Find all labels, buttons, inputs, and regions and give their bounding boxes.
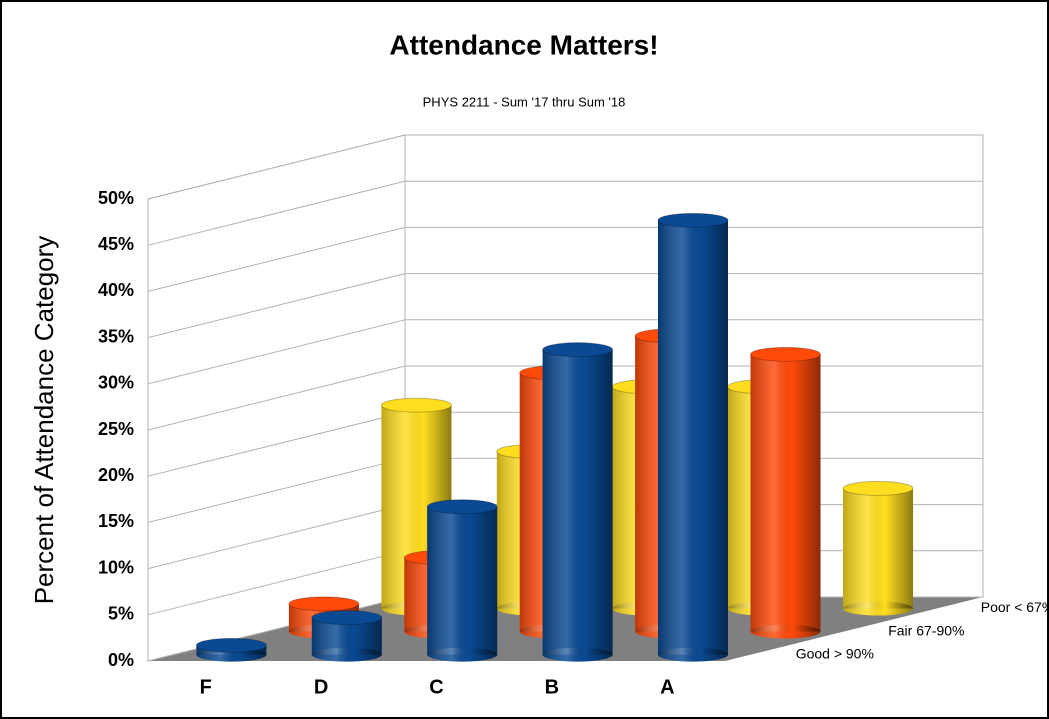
bar-shade [750,624,821,639]
bar-shade [843,601,914,616]
bar-shade [542,647,613,662]
cylinder-top [750,346,822,362]
grid-line [147,411,406,477]
grid-line [147,365,406,431]
y-tick-label: 20% [98,465,134,485]
grid-line [147,319,406,385]
grid-line [147,226,406,292]
cylinder-top [542,342,614,358]
bar-shade [427,647,498,662]
grid-line [147,504,406,570]
grid-line [147,550,406,616]
grid-line [147,134,406,200]
cylinder-top [657,212,729,228]
x-tick-label: F [200,676,212,698]
cylinder-top [380,397,452,413]
grid-line [147,273,406,339]
bar-shade [658,220,728,655]
bar-shade [750,354,821,632]
grid-line [147,180,406,246]
cylinder-top [195,637,267,653]
chart-subtitle: PHYS 2211 - Sum '17 thru Sum '18 [423,94,626,109]
x-tick-label: D [314,676,328,698]
y-tick-label: 50% [98,188,134,208]
y-tick-label: 15% [98,511,134,531]
y-tick-label: 25% [98,419,134,439]
chart-title: Attendance Matters! [389,29,658,60]
bar-shade [658,647,728,662]
cylinder-top [426,499,498,515]
y-tick-label: 0% [108,650,134,670]
legend-label: Poor < 67% [981,599,1049,615]
cylinder-top [311,610,383,626]
y-tick-label: 45% [98,234,134,254]
legend-label: Good > 90% [796,645,874,661]
x-tick-label: A [660,676,674,698]
grid-line [147,457,406,523]
x-tick-label: B [545,676,559,698]
legend-label: Fair 67-90% [888,622,964,638]
grid-line [147,596,406,662]
bar-shade [843,488,914,609]
y-tick-label: 35% [98,326,134,346]
y-tick-label: 5% [108,604,134,624]
y-tick-label: 10% [98,557,134,577]
bar-shade [427,506,498,655]
cylinder-top [842,480,914,496]
bar-shade [311,647,382,662]
x-tick-label: C [429,676,443,698]
y-tick-label: 30% [98,373,134,393]
y-axis-title: Percent of Attendance Category [29,236,59,605]
y-tick-label: 40% [98,280,134,300]
bar-shade [542,349,613,655]
cylinder-top [288,596,360,612]
